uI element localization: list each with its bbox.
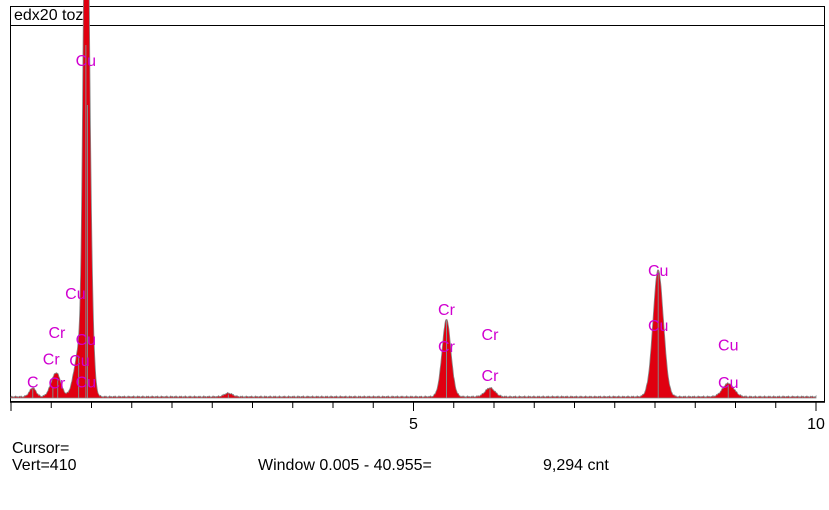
peak-label: Cr xyxy=(482,327,500,344)
peak-label: Cu xyxy=(76,332,96,349)
plot-frame xyxy=(10,25,825,402)
spectrum-area xyxy=(10,0,817,399)
peak-label: Cr xyxy=(48,375,66,392)
spectrum-title: edx20 toz xyxy=(10,6,825,25)
peak-label: Cr xyxy=(482,368,500,385)
peak-label: Cu xyxy=(76,53,96,70)
x-tick-label: 10 xyxy=(807,416,825,433)
peak-label: C xyxy=(27,374,39,391)
x-tick-label: 5 xyxy=(409,416,418,433)
peak-label: Cu xyxy=(718,375,738,392)
vertical-readout: Vert=410 xyxy=(12,457,77,474)
peak-label: Cr xyxy=(43,351,61,368)
peak-label: Cr xyxy=(48,325,66,342)
peak-label: Cu xyxy=(65,286,85,303)
window-readout: Window 0.005 - 40.955= xyxy=(258,457,432,474)
peak-label: Cu xyxy=(76,374,96,391)
peak-label: Cu xyxy=(648,318,668,335)
peak-label: Cr xyxy=(438,339,456,356)
peak-label: Cu xyxy=(648,263,668,280)
peak-label: Cr xyxy=(438,302,456,319)
count-readout: 9,294 cnt xyxy=(543,457,609,474)
peak-label: Cu xyxy=(69,353,89,370)
cursor-label: Cursor= xyxy=(12,440,70,457)
peak-label: Cu xyxy=(718,337,738,354)
